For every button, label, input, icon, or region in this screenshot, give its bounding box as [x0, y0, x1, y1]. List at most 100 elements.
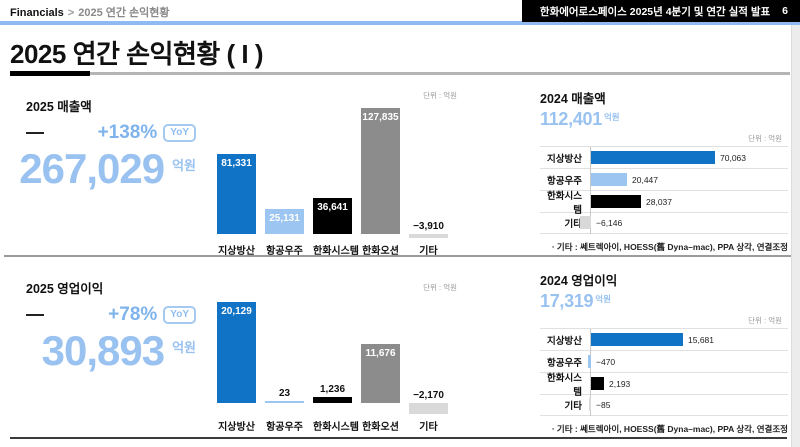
comparison-value-row: 17,319 억원	[540, 291, 788, 312]
row-plot: 20,447	[590, 168, 788, 191]
comparison-label: 2024 영업이익	[540, 274, 618, 288]
bar-value-label: 2,193	[609, 378, 631, 389]
chart-row: 지상방산 70,063	[540, 146, 788, 169]
bar-value-label: −470	[596, 356, 616, 367]
bar-value-label: 25,131	[269, 213, 300, 224]
title-rule-accent	[10, 71, 90, 76]
metric-value-row: 267,029 억원	[6, 148, 196, 190]
chart-column: −3,910 기타	[409, 108, 448, 257]
category-label: 항공우주	[547, 357, 582, 369]
chart-row: 지상방산 15,681	[540, 328, 788, 351]
bar-기타	[409, 234, 448, 238]
bar-value-label: 36,641	[317, 202, 348, 213]
chart-column: 36,641 한화시스템	[313, 108, 359, 257]
breadcrumb-separator: >	[67, 7, 75, 19]
column-plot: 81,331	[217, 108, 256, 240]
unit-note: 단위 : 억원	[748, 316, 782, 325]
growth-group: +138% YoY	[98, 122, 196, 144]
bar-기타	[409, 403, 448, 414]
deck-title: 한화에어로스페이스 2025년 4분기 및 연간 실적 발표	[539, 5, 771, 18]
chart-row: 한화시스템 2,193	[540, 372, 788, 398]
comparison-value: 17,319	[540, 291, 594, 311]
breadcrumb-root: Financials	[10, 7, 64, 19]
row-plot: 15,681	[590, 328, 788, 351]
bar-지상방산	[217, 302, 256, 403]
bar-기타	[589, 398, 591, 411]
bar-한화시스템	[313, 198, 352, 234]
yoy-badge: YoY	[163, 306, 196, 324]
category-label: 기타	[419, 422, 438, 433]
metric-label: 2025 영업이익	[26, 282, 104, 296]
metric-unit: 억원	[172, 158, 196, 173]
bar-value-label: −2,170	[413, 390, 444, 401]
category-label: 항공우주	[266, 246, 303, 257]
category-label: 기타	[564, 219, 582, 230]
column-plot: 127,835	[361, 108, 400, 240]
row-plot: −470	[588, 350, 788, 373]
chart-2025-revenue-by-segment: 단위 : 억원 81,331 지상방산 25,131 항공우주 36,641 한화시스템 1…	[205, 84, 461, 257]
deck-title-badge: 한화에어로스페이스 2025년 4분기 및 연간 실적 발표 6	[521, 0, 800, 22]
bar-value-label: 23	[278, 388, 291, 399]
bar-value-label: 70,063	[720, 152, 746, 163]
bar-value-label: −3,910	[413, 221, 444, 232]
growth-percent: +138%	[97, 122, 158, 143]
bar-한화시스템	[591, 194, 641, 208]
dash-decoration	[26, 132, 44, 134]
bar-항공우주	[265, 209, 304, 234]
bar-value-label: 127,835	[362, 112, 399, 123]
chart-column: 25,131 항공우주	[265, 108, 304, 257]
chart-row: 항공우주 −470	[540, 350, 788, 373]
column-plot: −2,170	[409, 302, 448, 416]
bar-항공우주	[265, 401, 304, 403]
bar-한화시스템	[313, 397, 352, 403]
header-rule	[0, 21, 800, 25]
breadcrumb-current: 2025 연간 손익현황	[78, 7, 170, 19]
category-label: 지상방산	[547, 335, 582, 347]
row-plot: 28,037	[590, 190, 788, 213]
category-label: 한화시스템	[313, 422, 359, 433]
comparison-value: 112,401	[540, 109, 602, 129]
page-number: 6	[782, 5, 788, 17]
section-divider	[4, 255, 791, 257]
bar-한화오션	[361, 344, 400, 403]
bar-columns: 20,129 지상방산 23 항공우주 1,236 한화시스템 11,676 한화오션 −2,1…	[205, 302, 461, 433]
growth-percent: +78%	[108, 304, 158, 325]
chart-column: 23 항공우주	[265, 302, 304, 433]
panel-2024-revenue: 2024 매출액 112,401 억원 단위 : 억원 지상방산 70,063 항공우…	[540, 88, 788, 253]
column-plot: −3,910	[409, 108, 448, 240]
chart-row: 항공우주 20,447	[540, 168, 788, 191]
chart-column: 127,835 한화오션	[361, 108, 400, 257]
comparison-value-row: 112,401 억원	[540, 109, 788, 130]
revenue-2025-metric: 2025 매출액 +138% YoY 267,029 억원	[6, 96, 196, 190]
chart-row: 기타 −85	[540, 394, 788, 416]
category-label: 지상방산	[547, 153, 582, 165]
comparison-unit: 억원	[595, 294, 611, 304]
column-plot: 36,641	[313, 108, 352, 240]
bar-value-label: 11,676	[365, 348, 396, 359]
chart-column: 81,331 지상방산	[217, 108, 256, 257]
category-label: 기타	[419, 246, 438, 257]
bar-value-label: 20,447	[632, 174, 658, 185]
metric-unit: 억원	[172, 340, 196, 355]
page-title: 2025 연간 손익현황 ( I )	[10, 39, 264, 69]
category-label: 항공우주	[266, 422, 303, 433]
bar-지상방산	[591, 150, 715, 164]
unit-note: 단위 : 억원	[748, 134, 782, 143]
chart-2024-operating-profit-by-segment: 지상방산 15,681 항공우주 −470 한화시스템 2,193 기타 −85	[540, 328, 788, 416]
footnote: ㆍ기타 : 쎄트렉아이, HOESS(舊 Dyna–mac), PPA 상각, …	[549, 242, 788, 252]
category-label: 지상방산	[218, 246, 255, 257]
bar-value-label: 20,129	[221, 306, 252, 317]
column-plot: 1,236	[313, 302, 352, 416]
chart-2025-operating-profit-by-segment: 단위 : 억원 20,129 지상방산 23 항공우주 1,236 한화시스템 11,676…	[205, 266, 461, 433]
chart-column: 11,676 한화오션	[361, 302, 400, 433]
category-label: 기타	[564, 401, 582, 412]
chart-row: 기타 −6,146	[540, 212, 788, 234]
chart-row: 한화시스템 28,037	[540, 190, 788, 216]
column-plot: 11,676	[361, 302, 400, 416]
dash-decoration	[26, 314, 44, 316]
column-plot: 25,131	[265, 108, 304, 240]
row-plot: −6,146	[580, 212, 788, 234]
section-operating-profit: 2025 영업이익 +78% YoY 30,893 억원 단위 : 억원 20,…	[0, 258, 790, 438]
bar-지상방산	[591, 332, 683, 346]
unit-note: 단위 : 억원	[423, 283, 457, 292]
